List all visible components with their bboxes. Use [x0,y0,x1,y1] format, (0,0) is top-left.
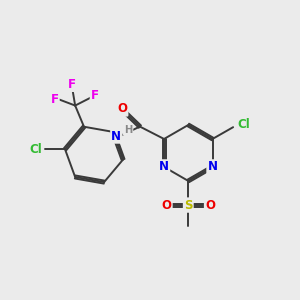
Text: Cl: Cl [238,118,250,131]
Text: O: O [205,199,215,212]
Text: N: N [159,160,169,173]
Text: O: O [161,199,172,212]
Text: F: F [91,89,99,102]
Text: S: S [184,199,193,212]
Text: Cl: Cl [29,143,42,156]
Text: F: F [68,78,76,91]
Text: H: H [124,124,132,134]
Text: F: F [50,93,59,106]
Text: N: N [111,130,122,142]
Text: O: O [117,102,127,116]
Text: N: N [208,160,218,173]
